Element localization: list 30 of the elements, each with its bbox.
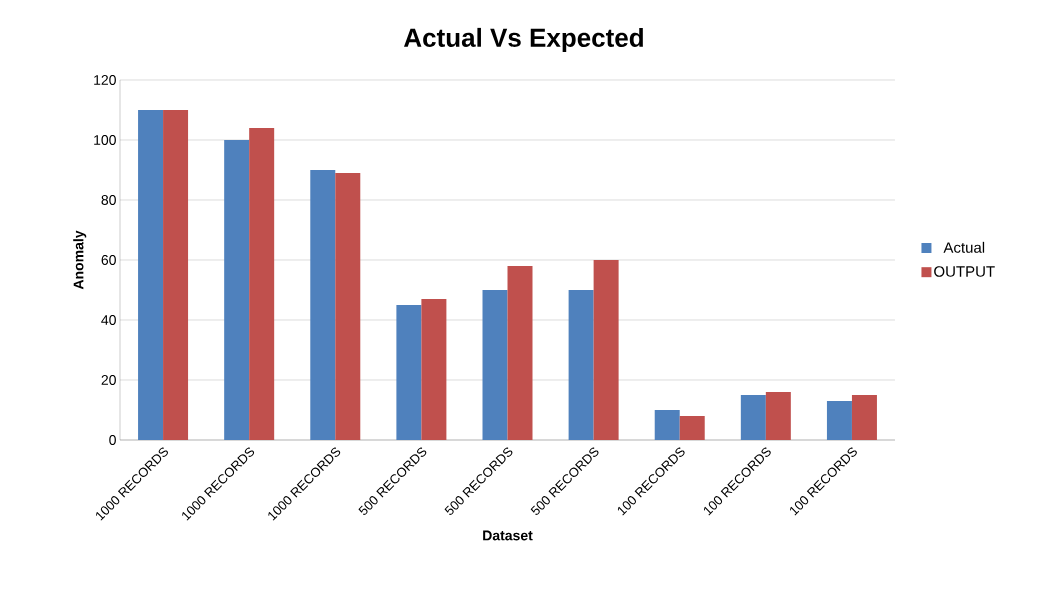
- bar: [851, 395, 877, 440]
- bar: [249, 128, 275, 440]
- y-tick-label: 40: [101, 315, 116, 325]
- x-axis-title: Dataset: [483, 530, 533, 541]
- legend-label: Actual: [943, 241, 985, 253]
- y-axis-title: Anomaly: [73, 230, 87, 290]
- y-tick-label: 80: [101, 195, 116, 205]
- chart-title: Actual Vs Expected: [404, 27, 643, 53]
- bar: [482, 290, 508, 440]
- bar: [396, 305, 422, 440]
- bar: [679, 416, 705, 440]
- bar: [138, 110, 164, 440]
- y-tick-label: 0: [109, 435, 116, 445]
- y-tick-label: 100: [94, 135, 116, 145]
- y-tick-label: 60: [101, 255, 116, 265]
- bar: [310, 170, 336, 440]
- bar: [163, 110, 189, 440]
- y-tick-label: 120: [94, 75, 116, 85]
- bar: [507, 266, 533, 440]
- bar: [826, 401, 852, 440]
- bar: [593, 260, 619, 440]
- y-tick-label: 20: [101, 375, 116, 385]
- legend-label: OUTPUT: [934, 266, 995, 277]
- bar: [740, 395, 766, 440]
- bar: [765, 392, 791, 440]
- bar: [224, 140, 250, 440]
- bar: [421, 299, 447, 440]
- bar: [654, 410, 680, 440]
- bar: [568, 290, 594, 440]
- bar: [335, 173, 361, 440]
